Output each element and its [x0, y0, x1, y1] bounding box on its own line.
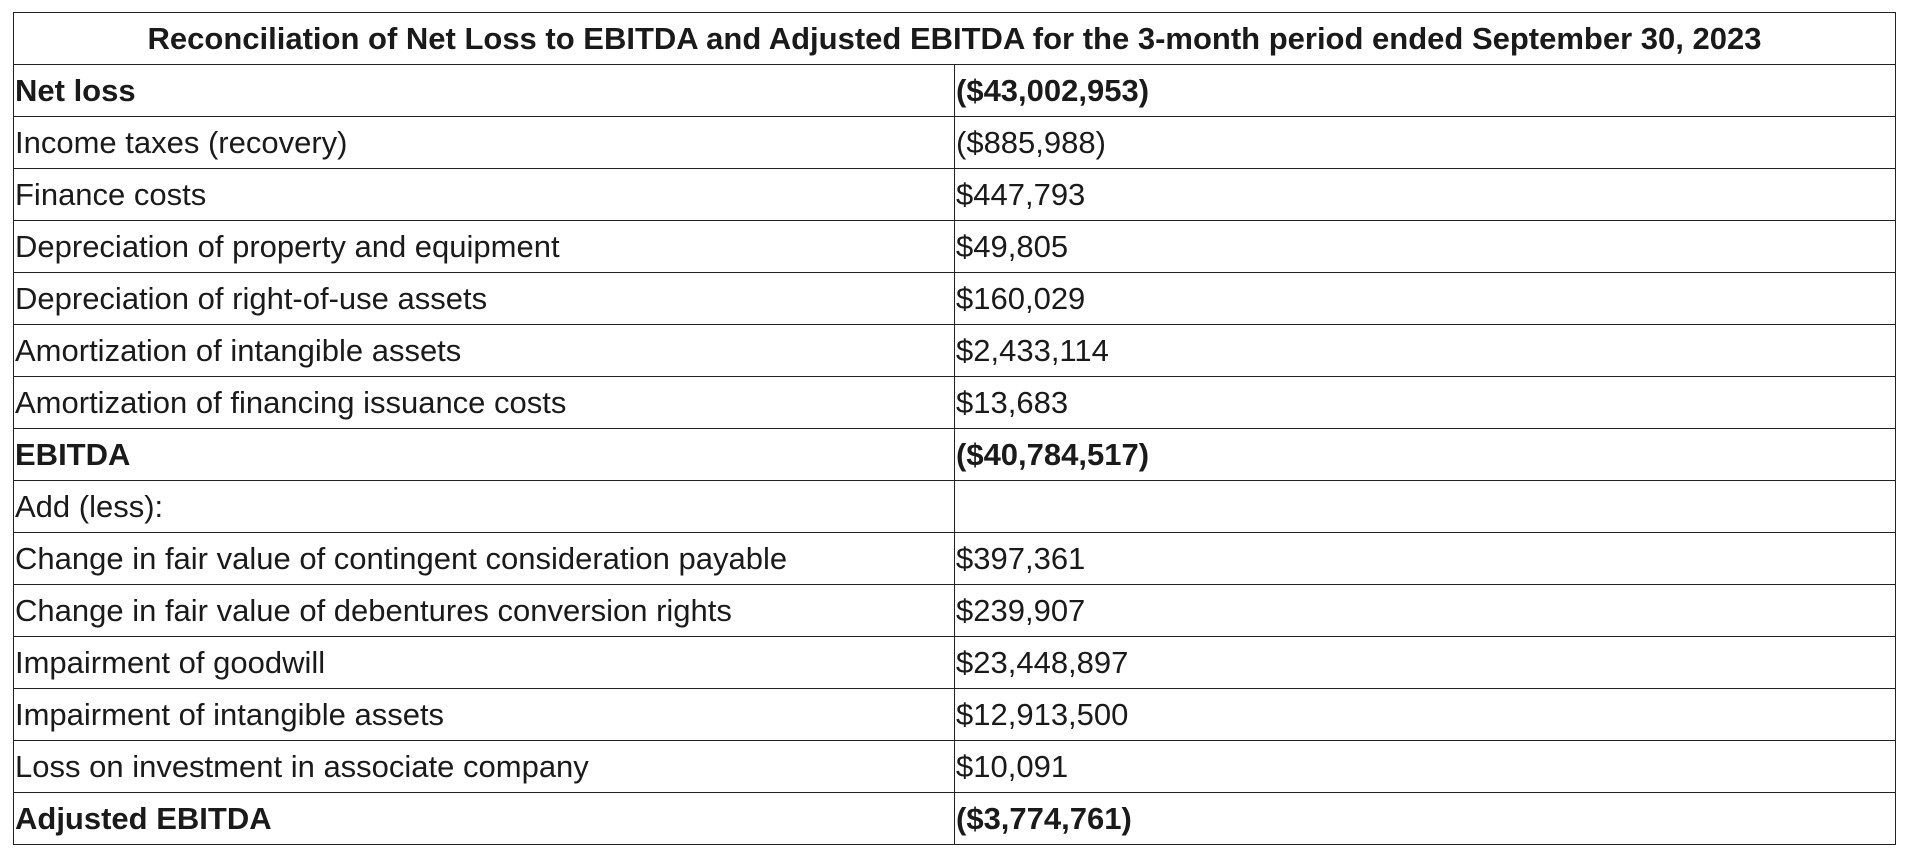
- row-value: $10,091: [954, 740, 1896, 793]
- table-row: Income taxes (recovery) ($885,988): [13, 116, 1896, 169]
- table-row: Impairment of goodwill $23,448,897: [13, 636, 1896, 689]
- row-label: Depreciation of right-of-use assets: [13, 272, 955, 325]
- table-row: Amortization of financing issuance costs…: [13, 376, 1896, 429]
- row-value: [954, 480, 1896, 533]
- table-row: Amortization of intangible assets $2,433…: [13, 324, 1896, 377]
- table-title-row: Reconciliation of Net Loss to EBITDA and…: [13, 12, 1896, 65]
- table-row: Change in fair value of debentures conve…: [13, 584, 1896, 637]
- row-value: ($3,774,761): [954, 792, 1896, 845]
- table-title: Reconciliation of Net Loss to EBITDA and…: [13, 12, 1896, 65]
- row-label: Impairment of goodwill: [13, 636, 955, 689]
- row-value: $239,907: [954, 584, 1896, 637]
- row-value: $13,683: [954, 376, 1896, 429]
- row-value: ($40,784,517): [954, 428, 1896, 481]
- table-row: Add (less):: [13, 480, 1896, 533]
- row-label: Amortization of intangible assets: [13, 324, 955, 377]
- row-label: Adjusted EBITDA: [13, 792, 955, 845]
- row-value: ($43,002,953): [954, 64, 1896, 117]
- row-value: ($885,988): [954, 116, 1896, 169]
- row-value: $397,361: [954, 532, 1896, 585]
- table-row: Change in fair value of contingent consi…: [13, 532, 1896, 585]
- row-value: $447,793: [954, 168, 1896, 221]
- table-row: EBITDA ($40,784,517): [13, 428, 1896, 481]
- row-label: Amortization of financing issuance costs: [13, 376, 955, 429]
- row-value: $160,029: [954, 272, 1896, 325]
- row-label: Change in fair value of debentures conve…: [13, 584, 955, 637]
- table-body: Net loss ($43,002,953) Income taxes (rec…: [13, 64, 1896, 845]
- table-row: Net loss ($43,002,953): [13, 64, 1896, 117]
- table-row: Depreciation of right-of-use assets $160…: [13, 272, 1896, 325]
- row-label: Impairment of intangible assets: [13, 688, 955, 741]
- reconciliation-table: Reconciliation of Net Loss to EBITDA and…: [13, 12, 1896, 845]
- table-row: Adjusted EBITDA ($3,774,761): [13, 792, 1896, 845]
- row-value: $12,913,500: [954, 688, 1896, 741]
- row-label: EBITDA: [13, 428, 955, 481]
- row-label: Finance costs: [13, 168, 955, 221]
- table-row: Impairment of intangible assets $12,913,…: [13, 688, 1896, 741]
- row-value: $2,433,114: [954, 324, 1896, 377]
- row-label: Loss on investment in associate company: [13, 740, 955, 793]
- row-label: Change in fair value of contingent consi…: [13, 532, 955, 585]
- table-row: Depreciation of property and equipment $…: [13, 220, 1896, 273]
- row-value: $23,448,897: [954, 636, 1896, 689]
- table-row: Loss on investment in associate company …: [13, 740, 1896, 793]
- row-value: $49,805: [954, 220, 1896, 273]
- table-row: Finance costs $447,793: [13, 168, 1896, 221]
- row-label: Income taxes (recovery): [13, 116, 955, 169]
- row-label: Depreciation of property and equipment: [13, 220, 955, 273]
- row-label: Net loss: [13, 64, 955, 117]
- row-label: Add (less):: [13, 480, 955, 533]
